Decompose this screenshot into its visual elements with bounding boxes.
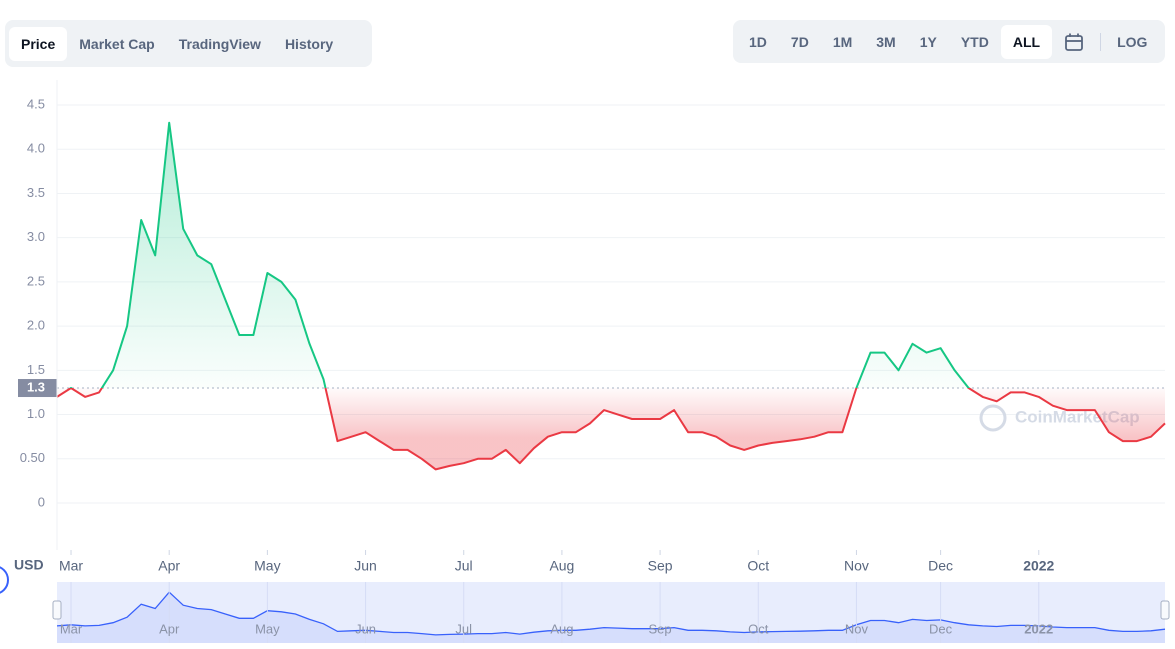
x-tick-label: Mar [59,558,83,574]
y-tick-label: 4.0 [27,141,45,156]
y-tick-label: 0.50 [20,450,45,465]
navigator-line [56,591,1166,636]
navigator-handle[interactable] [1160,600,1170,620]
y-tick-label: 3.0 [27,229,45,244]
y-tick-label: 1.5 [27,362,45,377]
y-tick-label: 0 [38,494,45,509]
tab[interactable]: Price [9,26,68,61]
x-tick-label: Oct [747,558,769,574]
y-tick-label: 1.0 [27,406,45,421]
tab[interactable]: History [284,35,334,52]
x-tick-label: Jun [354,558,377,574]
x-tick-label: Aug [549,558,574,574]
navigator-label: Mar [60,621,83,636]
watermark-logo [979,404,1007,432]
baseline-label: 1.3 [27,379,45,394]
navigator-label: May [255,621,280,636]
x-tick-label: 2022 [1023,558,1054,574]
area [57,122,1165,470]
range-button[interactable]: YTD [960,33,989,50]
navigator-label: Nov [845,621,869,636]
navigator-label: Oct [748,621,769,636]
x-tick-label: Jul [455,558,473,574]
navigator-label: Sep [649,621,672,636]
y-tick-label: 2.0 [27,318,45,333]
calendar-button[interactable] [1052,24,1096,60]
range-button[interactable]: 1D [749,33,767,50]
price-line [56,121,1166,471]
tab[interactable]: TradingView [178,35,261,52]
range-button[interactable]: 1Y [919,33,937,50]
y-tick-label: 2.5 [27,273,45,288]
navigator-label: Aug [550,621,573,636]
navigator-label: 2022 [1024,621,1053,636]
y-tick-label: 4.5 [27,96,45,111]
y-tick-label: 3.5 [27,185,45,200]
x-tick-label: May [254,558,280,574]
range-button[interactable]: 3M [876,33,896,50]
log-button[interactable]: LOG [1117,33,1148,50]
currency-label: USD [14,557,44,573]
navigator-handle[interactable] [52,600,62,620]
range-bar: 1D 7D 1M 3M 1Y YTD ALL LOG [733,20,1165,63]
range-button[interactable]: ALL [1000,24,1053,59]
navigator-label: Jul [455,621,472,636]
navigator-label: Dec [929,621,953,636]
navigator-area [57,592,1165,643]
navigator-label: Jun [355,621,376,636]
x-tick-label: Dec [928,558,953,574]
x-tick-label: Nov [844,558,869,574]
x-tick-label: Apr [158,558,180,574]
scroll-indicator [0,566,9,594]
range-button[interactable]: 7D [790,33,809,50]
baseline-label-box [18,379,57,398]
tab-bar: Price Market Cap TradingView History [5,20,372,67]
separator [1100,32,1102,51]
navigator-label: Apr [159,621,180,636]
x-tick-label: Sep [648,558,673,574]
calendar-icon [1065,33,1083,51]
tab[interactable]: Market Cap [79,35,155,52]
range-button[interactable]: 1M [832,33,853,50]
